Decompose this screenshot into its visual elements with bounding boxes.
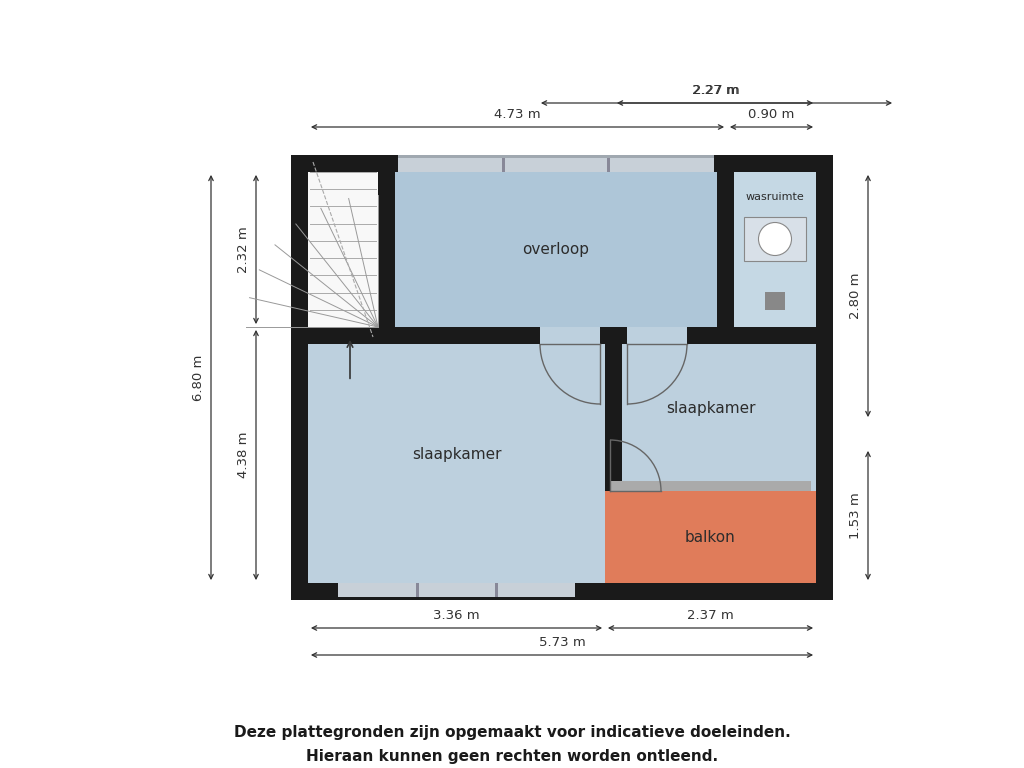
Text: Hieraan kunnen geen rechten worden ontleend.: Hieraan kunnen geen rechten worden ontle…: [306, 749, 718, 763]
Text: 2.27 m: 2.27 m: [693, 84, 740, 97]
Text: 6.80 m: 6.80 m: [193, 354, 205, 401]
Text: 5.73 m: 5.73 m: [539, 636, 586, 649]
Bar: [605, 491, 816, 583]
Text: overloop: overloop: [522, 242, 590, 257]
Bar: [308, 327, 605, 583]
Bar: [308, 327, 816, 344]
Bar: [398, 158, 714, 172]
Bar: [540, 327, 600, 344]
Bar: [502, 158, 505, 172]
Bar: [627, 327, 687, 344]
Text: 4.73 m: 4.73 m: [495, 108, 541, 121]
Bar: [416, 583, 419, 597]
Bar: [744, 217, 806, 261]
Text: 2.80 m: 2.80 m: [849, 273, 862, 319]
Bar: [308, 172, 816, 583]
Text: 2.32 m: 2.32 m: [237, 226, 250, 273]
Bar: [605, 327, 816, 491]
Bar: [607, 158, 610, 172]
Bar: [717, 172, 734, 327]
Bar: [398, 155, 714, 172]
Bar: [734, 172, 816, 327]
Bar: [765, 292, 785, 310]
Text: 1.53 m: 1.53 m: [849, 492, 862, 539]
Text: 3.36 m: 3.36 m: [433, 609, 480, 622]
Text: 0.90 m: 0.90 m: [749, 108, 795, 121]
Text: Deze plattegronden zijn opgemaakt voor indicatieve doeleinden.: Deze plattegronden zijn opgemaakt voor i…: [233, 726, 791, 740]
Text: slaapkamer: slaapkamer: [412, 448, 502, 462]
Bar: [605, 344, 622, 491]
Text: wasruimte: wasruimte: [745, 192, 805, 202]
Text: 2.27 m: 2.27 m: [691, 84, 738, 97]
Bar: [610, 481, 811, 491]
Bar: [378, 172, 395, 327]
Circle shape: [759, 223, 792, 256]
Text: 2.37 m: 2.37 m: [687, 609, 734, 622]
Text: 4.38 m: 4.38 m: [237, 432, 250, 478]
Bar: [495, 583, 498, 597]
Text: balkon: balkon: [685, 529, 736, 545]
Bar: [291, 155, 833, 600]
Text: slaapkamer: slaapkamer: [666, 402, 756, 416]
Bar: [308, 172, 378, 327]
Bar: [338, 583, 575, 597]
Bar: [378, 172, 734, 327]
